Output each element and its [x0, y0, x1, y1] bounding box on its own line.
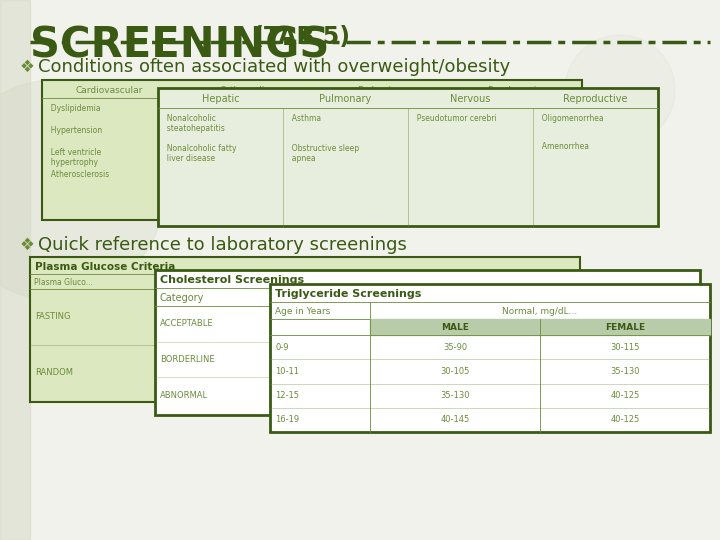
- Bar: [158, 88, 658, 226]
- Text: 16-19: 16-19: [275, 415, 299, 424]
- Text: Psycho ogic: Psycho ogic: [488, 86, 541, 95]
- Text: Atherosclerosis: Atherosclerosis: [46, 170, 109, 179]
- Circle shape: [0, 80, 165, 300]
- Text: 35-130: 35-130: [440, 391, 469, 400]
- Text: Oligomenorrhea: Oligomenorrhea: [537, 114, 603, 123]
- Text: RANDOM: RANDOM: [35, 368, 73, 377]
- Text: BORDERLINE: BORDERLINE: [160, 355, 215, 364]
- Text: Cardiovascular: Cardiovascular: [76, 86, 143, 95]
- Text: FASTING: FASTING: [35, 312, 71, 321]
- Text: Risk associ...: Risk associ...: [446, 278, 496, 287]
- Text: Interpret...: Interpret...: [309, 278, 350, 287]
- Text: Quick reference to laboratory screenings: Quick reference to laboratory screenings: [38, 236, 407, 254]
- Text: Conditions often associated with overweight/obesity: Conditions often associated with overwei…: [38, 58, 510, 76]
- Text: ACCEPTABLE: ACCEPTABLE: [160, 319, 214, 328]
- Text: Endocrine: Endocrine: [357, 86, 402, 95]
- Text: Left ventricle
  hypertrophy: Left ventricle hypertrophy: [46, 148, 102, 167]
- Text: ❖: ❖: [20, 58, 35, 76]
- Text: MALE: MALE: [441, 322, 469, 332]
- Text: FEMALE: FEMALE: [605, 322, 645, 332]
- Text: Obstructive sleep
  apnea: Obstructive sleep apnea: [287, 144, 359, 164]
- Text: Dyslipidemia: Dyslipidemia: [46, 104, 101, 113]
- Bar: [270, 284, 710, 432]
- Text: Plasma Glucose Criteria: Plasma Glucose Criteria: [35, 262, 176, 272]
- Text: Pseudotumor cerebri: Pseudotumor cerebri: [412, 114, 497, 123]
- Text: ❖: ❖: [20, 236, 35, 254]
- Text: Hepatic: Hepatic: [202, 94, 239, 104]
- Text: Pulmonary: Pulmonary: [320, 94, 372, 104]
- Text: 10-11: 10-11: [275, 367, 299, 376]
- Text: 40-125: 40-125: [611, 415, 639, 424]
- Text: (TAB 5): (TAB 5): [245, 25, 350, 49]
- Text: Norm...: Norm...: [171, 278, 199, 287]
- Text: Amenorrhea: Amenorrhea: [537, 142, 589, 151]
- Bar: [155, 270, 700, 415]
- Text: Nonalcoholic
  steatohepatitis: Nonalcoholic steatohepatitis: [162, 114, 225, 133]
- Text: Nervous: Nervous: [450, 94, 491, 104]
- Text: Reproductive: Reproductive: [563, 94, 628, 104]
- Bar: [370, 319, 710, 335]
- Text: 30-115: 30-115: [611, 342, 639, 352]
- Text: 40-125: 40-125: [611, 391, 639, 400]
- Text: 35-90: 35-90: [443, 342, 467, 352]
- Text: Triglyceride Screenings: Triglyceride Screenings: [275, 289, 421, 299]
- Text: 40-145: 40-145: [441, 415, 469, 424]
- Text: 30-105: 30-105: [441, 367, 469, 376]
- Text: 12-15: 12-15: [275, 391, 299, 400]
- Text: 35-130: 35-130: [611, 367, 640, 376]
- Text: ABNORMAL: ABNORMAL: [160, 390, 208, 400]
- Circle shape: [565, 35, 675, 145]
- Text: Orthopedic: Orthopedic: [220, 86, 270, 95]
- Text: Hypertension: Hypertension: [46, 126, 102, 135]
- Text: SCREENINGS: SCREENINGS: [30, 25, 329, 67]
- Text: Asthma: Asthma: [287, 114, 321, 123]
- Text: Plasma Gluco...: Plasma Gluco...: [34, 278, 93, 287]
- Bar: [42, 80, 582, 220]
- Text: 0-9: 0-9: [275, 342, 289, 352]
- Text: Age in Years: Age in Years: [275, 307, 330, 316]
- Text: Nonalcoholic fatty
  liver disease: Nonalcoholic fatty liver disease: [162, 144, 236, 164]
- Bar: [0, 0, 30, 540]
- Text: Cholesterol Screenings: Cholesterol Screenings: [160, 275, 304, 285]
- Bar: [30, 257, 580, 402]
- Text: Category: Category: [160, 293, 204, 303]
- Text: Normal, mg/dL...: Normal, mg/dL...: [503, 307, 577, 316]
